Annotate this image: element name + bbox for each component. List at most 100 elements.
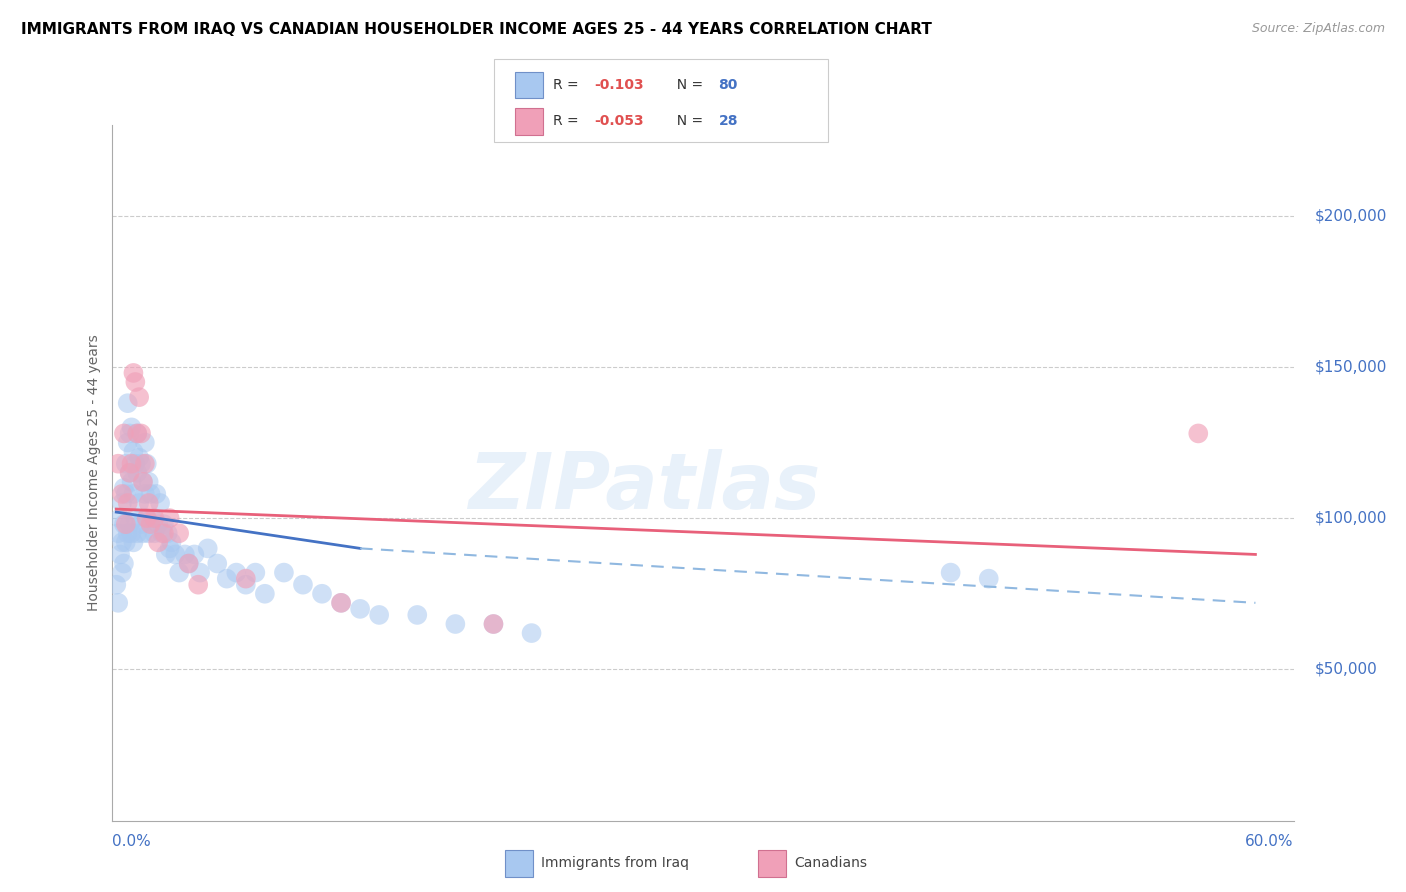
Point — [1187, 426, 1209, 441]
Text: -0.103: -0.103 — [595, 78, 644, 92]
Point — [111, 566, 134, 580]
Point — [177, 557, 200, 571]
Point — [122, 444, 145, 458]
Point — [127, 526, 149, 541]
Point — [482, 617, 505, 632]
Point — [245, 566, 267, 580]
Point — [118, 466, 141, 480]
Point — [127, 426, 149, 441]
Text: 0.0%: 0.0% — [112, 834, 152, 849]
Point — [159, 511, 181, 525]
Point — [117, 435, 139, 450]
Point — [122, 487, 145, 501]
Point — [134, 487, 156, 501]
Point — [114, 535, 136, 549]
Point — [977, 572, 1000, 586]
Point — [111, 487, 134, 501]
Point — [153, 526, 176, 541]
Point — [118, 517, 141, 532]
Text: $50,000: $50,000 — [1315, 662, 1378, 677]
Point — [143, 526, 166, 541]
Point — [273, 566, 295, 580]
Point — [117, 396, 139, 410]
Point — [368, 607, 391, 622]
Point — [311, 587, 333, 601]
Point — [139, 487, 162, 501]
Point — [939, 566, 962, 580]
Text: $100,000: $100,000 — [1315, 510, 1386, 525]
Point — [114, 487, 136, 501]
Text: 60.0%: 60.0% — [1246, 834, 1294, 849]
Point — [235, 572, 257, 586]
Text: N =: N = — [668, 114, 707, 128]
Point — [128, 450, 150, 465]
Point — [134, 435, 156, 450]
Point — [155, 548, 177, 562]
Text: R =: R = — [553, 78, 582, 92]
Point — [128, 390, 150, 404]
Point — [183, 548, 205, 562]
Point — [156, 526, 179, 541]
Point — [138, 526, 160, 541]
Point — [128, 496, 150, 510]
Point — [132, 526, 155, 541]
Point — [112, 517, 135, 532]
Point — [225, 566, 247, 580]
Point — [159, 541, 181, 556]
Text: 28: 28 — [718, 114, 738, 128]
Point — [111, 535, 134, 549]
Point — [167, 566, 190, 580]
Point — [149, 496, 172, 510]
Text: ZIPatlas: ZIPatlas — [468, 449, 820, 524]
Point — [107, 596, 129, 610]
Text: IMMIGRANTS FROM IRAQ VS CANADIAN HOUSEHOLDER INCOME AGES 25 - 44 YEARS CORRELATI: IMMIGRANTS FROM IRAQ VS CANADIAN HOUSEHO… — [21, 22, 932, 37]
Point — [188, 566, 211, 580]
Point — [141, 511, 163, 525]
Point — [127, 426, 149, 441]
Point — [107, 457, 129, 471]
Point — [108, 548, 131, 562]
Point — [207, 557, 229, 571]
Point — [330, 596, 353, 610]
Point — [520, 626, 543, 640]
Point — [121, 526, 143, 541]
Point — [148, 535, 170, 549]
Text: $200,000: $200,000 — [1315, 208, 1386, 223]
Point — [118, 426, 141, 441]
Point — [112, 481, 135, 495]
Point — [177, 557, 200, 571]
Point — [173, 548, 195, 562]
Point — [132, 475, 155, 489]
Point — [143, 511, 166, 525]
Point — [135, 511, 157, 525]
Text: 80: 80 — [718, 78, 738, 92]
Point — [124, 375, 146, 389]
Point — [129, 517, 152, 532]
Point — [215, 572, 238, 586]
Text: Canadians: Canadians — [794, 856, 868, 871]
Point — [138, 496, 160, 510]
Point — [117, 496, 139, 510]
Point — [160, 535, 183, 549]
Point — [121, 420, 143, 434]
Text: Source: ZipAtlas.com: Source: ZipAtlas.com — [1251, 22, 1385, 36]
Point — [138, 475, 160, 489]
Point — [111, 496, 134, 510]
Point — [112, 426, 135, 441]
Point — [108, 511, 131, 525]
Text: -0.053: -0.053 — [595, 114, 644, 128]
Point — [132, 475, 155, 489]
Point — [482, 617, 505, 632]
Point — [121, 475, 143, 489]
Point — [114, 457, 136, 471]
Point — [150, 526, 173, 541]
Point — [330, 596, 353, 610]
Point — [187, 577, 209, 591]
Point — [118, 466, 141, 480]
Y-axis label: Householder Income Ages 25 - 44 years: Householder Income Ages 25 - 44 years — [87, 334, 101, 611]
Text: R =: R = — [553, 114, 582, 128]
Point — [117, 526, 139, 541]
Point — [105, 577, 128, 591]
Point — [127, 466, 149, 480]
Point — [129, 426, 152, 441]
